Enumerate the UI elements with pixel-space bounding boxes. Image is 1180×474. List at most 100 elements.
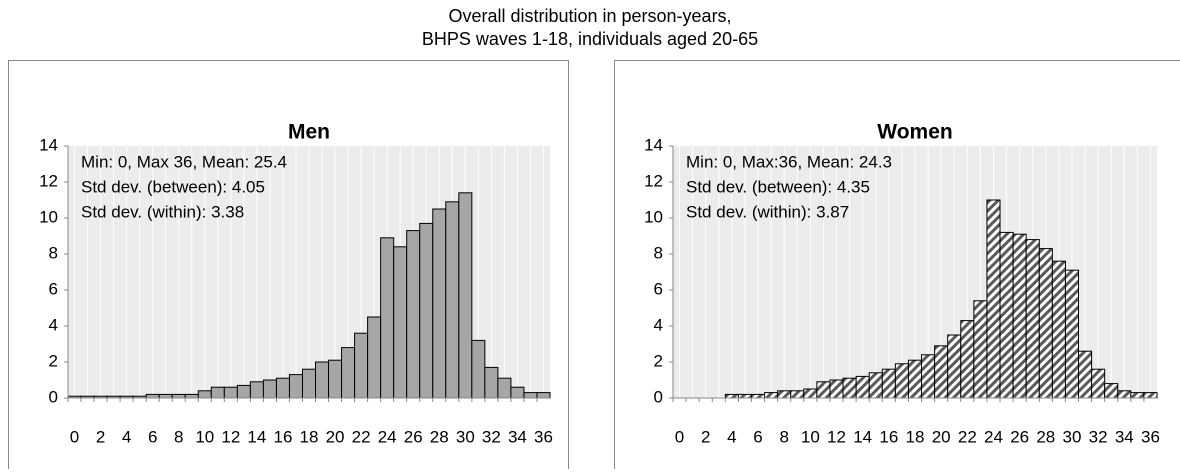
bar [250, 382, 263, 398]
y-tick-label: 10 [39, 207, 58, 226]
bar [1092, 369, 1105, 398]
bar [355, 333, 368, 398]
bar [146, 394, 159, 398]
bar [1039, 249, 1052, 398]
y-tick-label: 4 [654, 315, 663, 334]
x-tick-label: 20 [932, 427, 951, 446]
annotation: Std dev. (between): 4.05 [81, 177, 265, 196]
y-tick-label: 14 [39, 135, 58, 154]
bar [498, 378, 511, 398]
annotation: Std dev. (within): 3.38 [81, 202, 244, 221]
bar [342, 348, 355, 398]
bar [856, 376, 869, 398]
x-tick-label: 6 [148, 427, 157, 446]
page-title: Overall distribution in person-years, [448, 6, 731, 26]
bar [1013, 234, 1026, 398]
y-tick-label: 2 [49, 351, 58, 370]
bar [302, 369, 315, 398]
bar [368, 317, 381, 398]
bar [961, 321, 974, 398]
annotation: Min: 0, Max:36, Mean: 24.3 [686, 152, 892, 171]
x-tick-label: 8 [174, 427, 183, 446]
x-tick-label: 4 [727, 427, 736, 446]
y-tick-label: 14 [644, 135, 663, 154]
bar [948, 335, 961, 398]
y-tick-label: 8 [654, 243, 663, 262]
page-subtitle: BHPS waves 1-18, individuals aged 20-65 [422, 29, 758, 49]
x-tick-label: 2 [701, 427, 710, 446]
bar [407, 231, 420, 398]
x-tick-label: 10 [195, 427, 214, 446]
bar [922, 355, 935, 398]
bar [765, 393, 778, 398]
bar [511, 387, 524, 398]
x-tick-label: 28 [430, 427, 449, 446]
y-tick-label: 8 [49, 243, 58, 262]
bar [987, 200, 1000, 398]
bar [394, 247, 407, 398]
bar [1026, 240, 1039, 398]
y-tick-label: 2 [654, 351, 663, 370]
x-tick-label: 34 [1115, 427, 1134, 446]
bar [446, 202, 459, 398]
x-tick-label: 12 [221, 427, 240, 446]
bar [185, 394, 198, 398]
x-tick-label: 26 [404, 427, 423, 446]
bar [472, 340, 485, 398]
bar [433, 209, 446, 398]
x-tick-label: 14 [853, 427, 872, 446]
bar [263, 380, 276, 398]
x-tick-label: 30 [456, 427, 475, 446]
x-tick-label: 22 [352, 427, 371, 446]
y-tick-label: 10 [644, 207, 663, 226]
bar [843, 378, 856, 398]
bar [1052, 261, 1065, 398]
x-tick-label: 34 [508, 427, 527, 446]
bar [485, 367, 498, 398]
annotation: Std dev. (between): 4.35 [686, 177, 870, 196]
bar [316, 362, 329, 398]
bar [1118, 391, 1131, 398]
y-tick-label: 0 [49, 387, 58, 406]
x-tick-label: 24 [378, 427, 397, 446]
x-tick-label: 10 [801, 427, 820, 446]
annotation: Min: 0, Max 36, Mean: 25.4 [81, 152, 287, 171]
bar [1079, 351, 1092, 398]
y-tick-label: 12 [39, 171, 58, 190]
x-tick-label: 22 [958, 427, 977, 446]
y-tick-label: 6 [49, 279, 58, 298]
x-tick-label: 18 [906, 427, 925, 446]
bar [738, 394, 751, 398]
bar [725, 394, 738, 398]
bar [381, 238, 394, 398]
x-tick-label: 26 [1010, 427, 1029, 446]
bar [1000, 232, 1013, 398]
y-tick-label: 6 [654, 279, 663, 298]
bar [459, 193, 472, 398]
bar [289, 375, 302, 398]
bar [908, 360, 921, 398]
chart-title: Men [288, 121, 330, 144]
y-tick-label: 0 [654, 387, 663, 406]
bar [791, 391, 804, 398]
x-tick-label: 20 [326, 427, 345, 446]
bar [1105, 384, 1118, 398]
x-tick-label: 30 [1063, 427, 1082, 446]
bar [237, 385, 250, 398]
x-tick-label: 32 [482, 427, 501, 446]
y-tick-label: 4 [49, 315, 58, 334]
bar [420, 223, 433, 398]
bar [751, 394, 764, 398]
x-tick-label: 28 [1036, 427, 1055, 446]
bar [172, 394, 185, 398]
bar [778, 391, 791, 398]
x-tick-label: 8 [779, 427, 788, 446]
bar [329, 360, 342, 398]
chart-title: Women [877, 121, 952, 144]
x-tick-label: 16 [273, 427, 292, 446]
x-tick-label: 32 [1089, 427, 1108, 446]
bar [869, 373, 882, 398]
bar [276, 378, 289, 398]
x-tick-label: 0 [70, 427, 79, 446]
